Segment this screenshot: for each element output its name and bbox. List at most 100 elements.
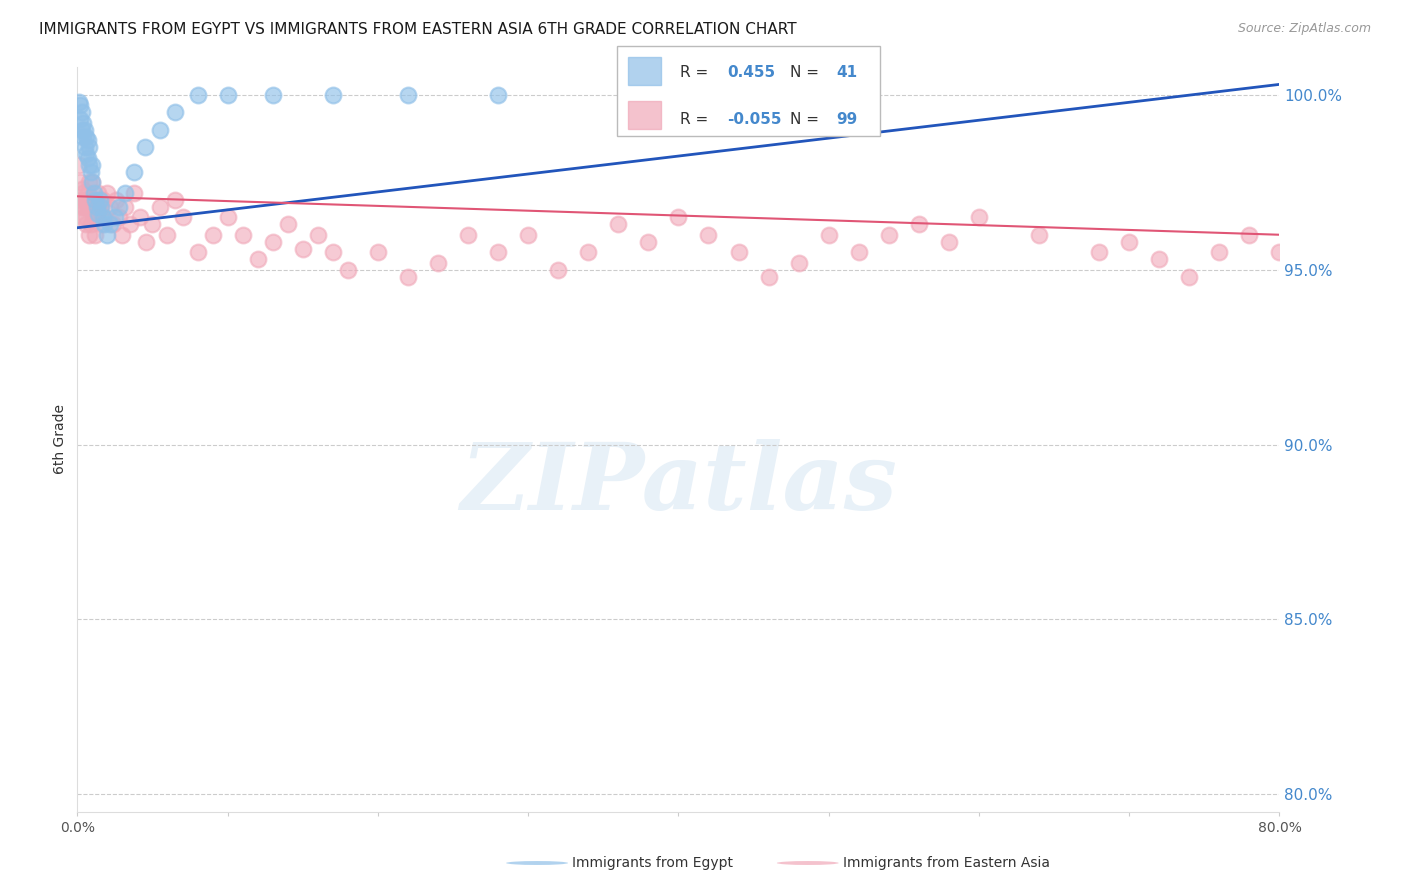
- Point: [89, 200, 111, 214]
- Point: [84, 227, 107, 242]
- Point: [124, 186, 146, 200]
- Point: [307, 227, 329, 242]
- Point: [104, 211, 127, 225]
- Point: [83, 186, 105, 200]
- Point: [114, 186, 136, 200]
- Point: [73, 140, 96, 154]
- Point: [787, 256, 810, 270]
- Point: [79, 158, 101, 172]
- Point: [134, 140, 156, 154]
- Point: [322, 87, 344, 102]
- Point: [1149, 252, 1171, 267]
- Point: [96, 227, 118, 242]
- Point: [232, 227, 254, 242]
- Point: [83, 211, 105, 225]
- Point: [1088, 245, 1111, 260]
- Point: [967, 211, 990, 225]
- Point: [758, 269, 780, 284]
- Point: [607, 217, 630, 231]
- Point: [82, 200, 104, 214]
- Point: [69, 112, 91, 127]
- Point: [427, 256, 450, 270]
- Point: [76, 133, 98, 147]
- Point: [67, 158, 90, 172]
- Point: [817, 227, 839, 242]
- Circle shape: [776, 861, 839, 865]
- Point: [124, 165, 146, 179]
- Point: [82, 158, 104, 172]
- Point: [70, 182, 93, 196]
- Point: [1358, 227, 1381, 242]
- Point: [76, 200, 98, 214]
- Point: [336, 262, 359, 277]
- Point: [1208, 245, 1230, 260]
- Point: [79, 140, 101, 154]
- Point: [73, 123, 96, 137]
- Point: [1178, 269, 1201, 284]
- Point: [80, 193, 103, 207]
- Point: [938, 235, 960, 249]
- Point: [517, 227, 540, 242]
- Point: [291, 242, 314, 256]
- Point: [91, 193, 114, 207]
- Point: [1028, 227, 1050, 242]
- Point: [1374, 245, 1396, 260]
- Point: [100, 217, 122, 231]
- Point: [108, 200, 131, 214]
- Point: [118, 217, 141, 231]
- Point: [367, 245, 389, 260]
- Point: [103, 217, 125, 231]
- Point: [75, 211, 97, 225]
- Point: [72, 186, 94, 200]
- Point: [79, 227, 101, 242]
- Point: [86, 211, 108, 225]
- Point: [637, 235, 659, 249]
- Point: [1403, 217, 1406, 231]
- Point: [262, 87, 284, 102]
- Point: [187, 87, 209, 102]
- Point: [1313, 235, 1336, 249]
- Point: [727, 245, 749, 260]
- Point: [163, 193, 186, 207]
- Text: Immigrants from Egypt: Immigrants from Egypt: [572, 856, 733, 870]
- Text: Immigrants from Eastern Asia: Immigrants from Eastern Asia: [842, 856, 1049, 870]
- Point: [70, 105, 93, 120]
- Point: [396, 87, 419, 102]
- Point: [156, 227, 179, 242]
- Text: IMMIGRANTS FROM EGYPT VS IMMIGRANTS FROM EASTERN ASIA 6TH GRADE CORRELATION CHAR: IMMIGRANTS FROM EGYPT VS IMMIGRANTS FROM…: [39, 22, 797, 37]
- Point: [82, 175, 104, 189]
- Point: [172, 211, 194, 225]
- Point: [322, 245, 344, 260]
- Point: [848, 245, 870, 260]
- Point: [135, 235, 157, 249]
- Point: [246, 252, 269, 267]
- Point: [141, 217, 163, 231]
- Point: [72, 211, 94, 225]
- Bar: [628, 101, 661, 129]
- Point: [668, 211, 690, 225]
- Point: [89, 193, 111, 207]
- Point: [69, 98, 91, 112]
- Point: [396, 269, 419, 284]
- Text: N =: N =: [790, 112, 818, 127]
- Point: [201, 227, 224, 242]
- Point: [93, 217, 115, 231]
- Point: [1298, 217, 1320, 231]
- Text: -0.055: -0.055: [727, 112, 782, 127]
- Point: [129, 211, 152, 225]
- Point: [262, 235, 284, 249]
- Point: [457, 227, 479, 242]
- Point: [82, 175, 104, 189]
- Point: [576, 245, 599, 260]
- Point: [1268, 245, 1291, 260]
- Point: [877, 227, 900, 242]
- Point: [111, 227, 134, 242]
- Text: R =: R =: [681, 65, 709, 80]
- Point: [79, 175, 101, 189]
- Point: [1389, 235, 1406, 249]
- Point: [163, 105, 186, 120]
- Point: [697, 227, 720, 242]
- Point: [1329, 227, 1351, 242]
- Point: [67, 95, 90, 109]
- Point: [108, 211, 131, 225]
